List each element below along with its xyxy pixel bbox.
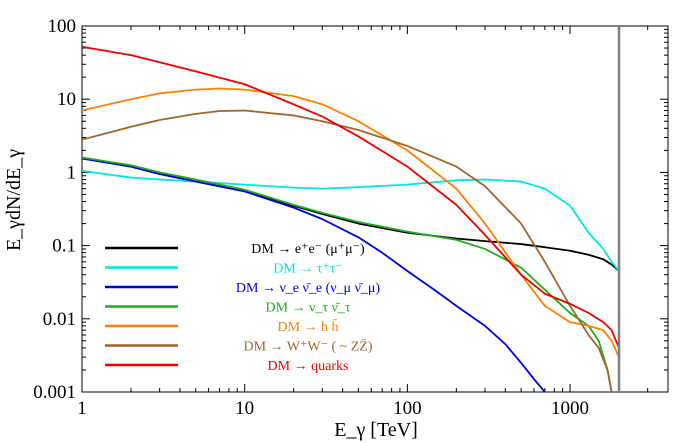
series-lines (82, 45, 620, 392)
y-tick-label: 0.1 (52, 236, 76, 257)
x-axis-title: E_γ [TeV] (334, 419, 418, 441)
legend-label-5: DM → W⁺W⁻ ( ~ ZZ̄) (243, 339, 372, 355)
series-line-6 (82, 45, 620, 349)
legend-label-4: DM → h h̄ (277, 319, 338, 335)
legend-label-6: DM → quarks (268, 359, 349, 374)
plot-area-frame (81, 25, 669, 393)
y-tick-label: 0.01 (43, 309, 76, 330)
y-tick-label: 0.001 (33, 382, 76, 403)
x-tick-label: 10 (235, 398, 254, 419)
legend-label-0: DM → e⁺e⁻ (μ⁺μ⁻) (251, 242, 365, 257)
y-tick-label: 100 (48, 16, 77, 37)
x-tick-label: 100 (393, 398, 422, 419)
legend-label-2: DM → ν_e ν̄_e (ν_μ ν̄_μ) (236, 281, 380, 296)
series-line-4 (82, 87, 620, 358)
x-tick-label: 1000 (551, 398, 589, 419)
plot-frame (81, 25, 669, 393)
series-line-5 (82, 109, 613, 392)
series-line-2 (82, 157, 546, 392)
legend-label-1: DM → τ⁺τ⁻ (273, 262, 343, 277)
y-tick-label: 1 (67, 162, 77, 183)
y-tick-label: 10 (57, 89, 76, 110)
y-axis-title: E_γdN/dE_γ (3, 149, 25, 251)
series-line-3 (82, 156, 613, 392)
x-tick-label: 1 (77, 398, 87, 419)
legend-label-3: DM → ν_τ ν̄_τ (266, 301, 351, 316)
legend: DM → e⁺e⁻ (μ⁺μ⁻) DM → τ⁺τ⁻ DM → ν_e ν̄_e (… (105, 242, 380, 374)
axis-ticks: 1 10 100 1000 0.001 0.01 0.1 1 10 100 (33, 16, 669, 419)
